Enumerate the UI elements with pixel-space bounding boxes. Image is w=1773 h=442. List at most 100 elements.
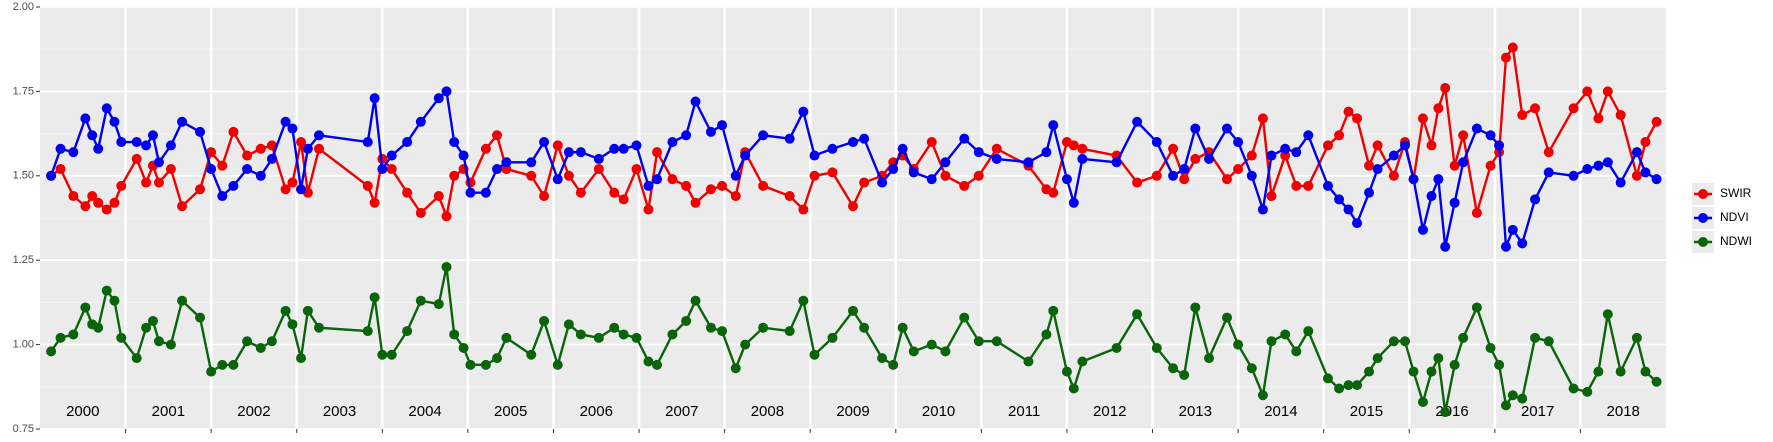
data-point: [959, 312, 970, 323]
data-point: [1399, 140, 1410, 151]
data-point: [717, 180, 728, 191]
data-point: [93, 143, 104, 154]
data-point: [631, 164, 642, 175]
data-point: [705, 126, 716, 137]
data-point: [362, 326, 373, 337]
data-point: [888, 164, 899, 175]
data-point: [798, 204, 809, 215]
data-point: [1352, 113, 1363, 124]
data-point: [441, 211, 452, 222]
data-point: [1048, 305, 1059, 316]
data-point: [1041, 329, 1052, 340]
legend-key-point: [1698, 189, 1708, 199]
data-point: [973, 336, 984, 347]
data-point: [1433, 103, 1444, 114]
data-point: [116, 137, 127, 148]
data-point: [480, 143, 491, 154]
data-point: [681, 315, 692, 326]
data-point: [667, 329, 678, 340]
data-point: [1433, 174, 1444, 185]
data-point: [717, 326, 728, 337]
data-point: [131, 153, 142, 164]
data-point: [667, 137, 678, 148]
data-point: [1061, 174, 1072, 185]
data-point: [1615, 110, 1626, 121]
data-point: [1257, 204, 1268, 215]
data-point: [827, 332, 838, 343]
data-point: [1507, 390, 1518, 401]
data-point: [1077, 143, 1088, 154]
data-point: [1433, 353, 1444, 364]
data-point: [652, 359, 663, 370]
data-point: [195, 126, 206, 137]
data-point: [266, 336, 277, 347]
data-point: [177, 116, 188, 127]
data-point: [287, 123, 298, 134]
data-point: [255, 342, 266, 353]
data-point: [940, 346, 951, 357]
data-point: [1068, 140, 1079, 151]
data-point: [1343, 380, 1354, 391]
data-point: [242, 150, 253, 161]
year-label: 2017: [1521, 403, 1554, 420]
data-point: [131, 137, 142, 148]
data-point: [827, 143, 838, 154]
data-point: [643, 204, 654, 215]
data-point: [609, 187, 620, 198]
data-point: [593, 164, 604, 175]
data-point: [109, 116, 120, 127]
data-point: [1631, 332, 1642, 343]
data-point: [415, 295, 426, 306]
data-point: [1151, 342, 1162, 353]
year-label: 2006: [580, 403, 613, 420]
data-point: [552, 359, 563, 370]
data-point: [926, 339, 937, 350]
data-point: [1111, 342, 1122, 353]
data-point: [652, 147, 663, 158]
data-point: [501, 332, 512, 343]
data-point: [1602, 157, 1613, 168]
data-point: [740, 339, 751, 350]
data-point: [809, 150, 820, 161]
data-point: [242, 164, 253, 175]
data-point: [1543, 167, 1554, 178]
data-point: [1190, 302, 1201, 313]
data-point: [1517, 110, 1528, 121]
data-point: [859, 322, 870, 333]
data-point: [280, 184, 291, 195]
data-point: [217, 160, 228, 171]
data-point: [740, 150, 751, 161]
data-point: [369, 197, 380, 208]
data-point: [1631, 170, 1642, 181]
data-point: [575, 329, 586, 340]
data-point: [1303, 180, 1314, 191]
data-point: [681, 180, 692, 191]
data-point: [991, 143, 1002, 154]
data-point: [369, 93, 380, 104]
data-point: [1364, 160, 1375, 171]
data-point: [1068, 197, 1079, 208]
data-point: [1246, 363, 1257, 374]
data-point: [631, 140, 642, 151]
data-point: [1061, 366, 1072, 377]
data-point: [1168, 143, 1179, 154]
data-point: [1426, 140, 1437, 151]
year-label: 2009: [836, 403, 869, 420]
data-point: [1651, 174, 1662, 185]
data-point: [449, 329, 460, 340]
data-point: [55, 143, 66, 154]
data-point: [449, 137, 460, 148]
data-point: [1593, 113, 1604, 124]
data-point: [1615, 177, 1626, 188]
data-point: [255, 143, 266, 154]
data-point: [1132, 177, 1143, 188]
data-point: [280, 305, 291, 316]
data-point: [973, 170, 984, 181]
data-point: [68, 329, 79, 340]
year-label: 2008: [751, 403, 784, 420]
data-point: [1280, 329, 1291, 340]
data-point: [1568, 170, 1579, 181]
data-point: [991, 336, 1002, 347]
data-point: [618, 143, 629, 154]
data-point: [809, 349, 820, 360]
